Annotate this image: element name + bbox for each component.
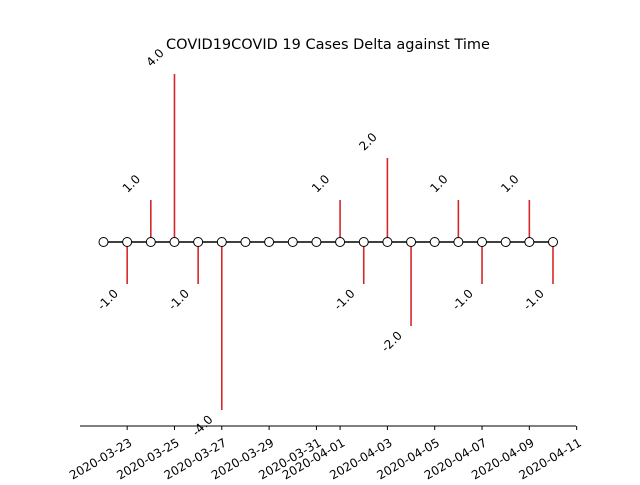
stem-marker-2020-03-28 — [240, 237, 251, 247]
stem-marker-2020-03-23 — [122, 237, 133, 247]
value-label-2020-04-03: 2.0 — [356, 130, 379, 153]
value-label-2020-03-24: 1.0 — [120, 172, 143, 195]
stem-marker-2020-04-07 — [477, 237, 488, 247]
stem-marker-2020-03-30 — [287, 237, 298, 247]
stem-marker-2020-03-22 — [98, 237, 109, 247]
value-label-2020-04-07: -1.0 — [449, 286, 475, 312]
stem-marker-2020-04-05 — [429, 237, 440, 247]
value-label-2020-04-09: 1.0 — [498, 172, 521, 195]
stem-marker-2020-04-08 — [500, 237, 511, 247]
stem-marker-2020-04-04 — [406, 237, 417, 247]
value-label-2020-04-04: -2.0 — [378, 328, 404, 354]
value-label-2020-04-01: 1.0 — [309, 172, 332, 195]
value-label-2020-03-27: -4.0 — [189, 412, 215, 438]
value-label-2020-03-26: -1.0 — [166, 286, 192, 312]
chart-title: COVID19COVID 19 Cases Delta against Time — [166, 37, 490, 53]
value-label-2020-04-02: -1.0 — [331, 286, 357, 312]
stem-marker-2020-03-31 — [311, 237, 322, 247]
stem-marker-2020-03-26 — [193, 237, 204, 247]
stem-markers — [98, 237, 558, 247]
value-label-2020-04-10: -1.0 — [520, 286, 546, 312]
stem-marker-2020-04-06 — [453, 237, 464, 247]
stem-marker-2020-04-01 — [335, 237, 346, 247]
stem-lines — [126, 74, 554, 410]
value-label-2020-04-06: 1.0 — [427, 172, 450, 195]
stem-marker-2020-03-24 — [145, 237, 156, 247]
stem-marker-2020-04-09 — [524, 237, 535, 247]
stem-marker-2020-04-10 — [548, 237, 558, 247]
value-label-2020-03-23: -1.0 — [95, 286, 121, 312]
x-ticks: 2020-03-232020-03-252020-03-272020-03-29… — [67, 426, 584, 483]
stem-marker-2020-04-03 — [382, 237, 393, 247]
value-label-2020-03-25: 4.0 — [143, 46, 166, 69]
stem-marker-2020-03-25 — [169, 237, 180, 247]
stem-marker-2020-03-27 — [216, 237, 227, 247]
stem-marker-2020-03-29 — [264, 237, 275, 247]
stem-marker-2020-04-02 — [358, 237, 369, 247]
